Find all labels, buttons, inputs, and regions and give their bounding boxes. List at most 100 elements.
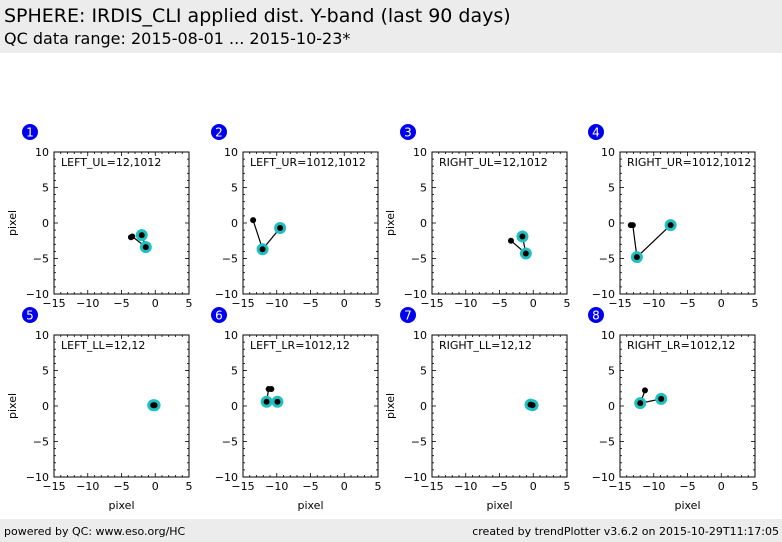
x-tick-label: 5	[186, 297, 193, 310]
y-tick-label: 5	[608, 182, 615, 195]
x-tick-label: −5	[302, 480, 318, 493]
y-tick-label: 5	[231, 365, 238, 378]
panel-label: LEFT_UL=12,1012	[61, 156, 161, 169]
panel-badge-number: 1	[26, 126, 34, 140]
panel-badge	[22, 124, 38, 140]
data-point	[629, 222, 636, 229]
data-point	[641, 387, 648, 394]
x-tick-label: −15	[420, 297, 443, 310]
data-point	[274, 398, 281, 405]
y-tick-label: 10	[413, 146, 427, 159]
x-axis-label: pixel	[486, 499, 512, 512]
footer-powered-by: powered by QC: www.eso.org/HC	[4, 525, 186, 538]
y-tick-label: −10	[404, 471, 427, 484]
y-tick-label: 0	[420, 400, 427, 413]
data-point	[259, 246, 266, 253]
x-tick-label: −15	[42, 480, 65, 493]
y-tick-label: −5	[411, 436, 427, 449]
x-tick-label: 0	[341, 297, 348, 310]
y-tick-label: 5	[420, 365, 427, 378]
panel-label: RIGHT_LL=12,12	[439, 339, 532, 352]
plot-panel-5: 5−15 −10 −5 0 51050−5−10pixelpixelLEFT_LL=12…	[6, 307, 193, 512]
footer: powered by QC: www.eso.org/HC created by…	[0, 519, 782, 542]
y-tick-label: 10	[224, 146, 238, 159]
x-tick-label: 5	[564, 480, 571, 493]
panel-badge	[400, 307, 416, 323]
y-tick-label: −5	[599, 253, 615, 266]
y-axis-label: pixel	[384, 393, 397, 419]
plot-panel-7: 7−15 −10 −5 0 51050−5−10pixelpixelRIGHT_LL=1…	[384, 307, 571, 512]
header: SPHERE: IRDIS_CLI applied dist. Y-band (…	[0, 0, 782, 53]
x-tick-label: −5	[113, 297, 129, 310]
y-tick-label: 5	[420, 182, 427, 195]
x-tick-label: −10	[76, 480, 99, 493]
x-tick-label: 5	[375, 297, 382, 310]
y-tick-label: 10	[35, 329, 49, 342]
panel-label: RIGHT_UL=12,1012	[439, 156, 548, 169]
y-tick-label: 0	[608, 400, 615, 413]
x-tick-label: −5	[491, 297, 507, 310]
panel-badge	[588, 124, 604, 140]
panel-badge	[588, 307, 604, 323]
x-tick-label: 0	[530, 297, 537, 310]
y-tick-label: −5	[33, 253, 49, 266]
x-tick-label: −5	[113, 480, 129, 493]
panel-label: LEFT_LR=1012,12	[250, 339, 350, 352]
y-tick-label: 10	[601, 146, 615, 159]
y-tick-label: −5	[222, 253, 238, 266]
data-point	[667, 222, 674, 229]
panel-badge-number: 4	[592, 126, 600, 140]
x-tick-label: −15	[420, 480, 443, 493]
y-tick-label: 0	[231, 400, 238, 413]
x-tick-label: −15	[231, 480, 254, 493]
panel-badge	[22, 307, 38, 323]
data-point	[142, 244, 149, 251]
panel-badge	[211, 124, 227, 140]
data-point	[138, 232, 145, 239]
y-tick-label: −10	[26, 288, 49, 301]
panel-label: RIGHT_UR=1012,1012	[627, 156, 751, 169]
x-tick-label: 5	[564, 297, 571, 310]
x-tick-label: −10	[265, 297, 288, 310]
axes-frame	[619, 151, 756, 295]
y-tick-label: −5	[222, 436, 238, 449]
data-point	[277, 224, 284, 231]
x-tick-label: −10	[642, 297, 665, 310]
panel-badge	[211, 307, 227, 323]
panel-badge-number: 6	[215, 309, 223, 323]
data-point	[637, 400, 644, 407]
x-tick-label: −15	[42, 297, 65, 310]
y-axis-label: pixel	[6, 393, 19, 419]
y-tick-label: −10	[215, 471, 238, 484]
page-title: SPHERE: IRDIS_CLI applied dist. Y-band (…	[4, 5, 511, 27]
y-axis-label: pixel	[384, 210, 397, 236]
x-tick-label: 0	[718, 480, 725, 493]
y-tick-label: 10	[413, 329, 427, 342]
x-tick-label: 5	[186, 480, 193, 493]
x-tick-label: −10	[454, 297, 477, 310]
y-tick-label: 0	[608, 217, 615, 230]
data-point	[151, 402, 158, 409]
panel-label: LEFT_UR=1012,1012	[250, 156, 366, 169]
footer-created-by: created by trendPlotter v3.6.2 on 2015-1…	[472, 525, 779, 538]
axes-frame	[431, 334, 568, 478]
y-tick-label: −10	[592, 471, 615, 484]
data-point	[250, 217, 257, 224]
x-tick-label: 0	[718, 297, 725, 310]
y-tick-label: −10	[215, 288, 238, 301]
y-tick-label: 10	[35, 146, 49, 159]
panel-label: RIGHT_LR=1012,12	[627, 339, 735, 352]
y-tick-label: 0	[42, 400, 49, 413]
y-tick-label: 0	[231, 217, 238, 230]
x-tick-label: −10	[642, 480, 665, 493]
y-tick-label: −5	[599, 436, 615, 449]
y-tick-label: −10	[404, 288, 427, 301]
plot-panel-8: 8−15 −10 −5 0 51050−5−10pixelRIGHT_LR=1012,1…	[588, 307, 759, 512]
y-tick-label: −10	[26, 471, 49, 484]
panel-label: LEFT_LL=12,12	[61, 339, 145, 352]
x-tick-label: −5	[491, 480, 507, 493]
y-tick-label: 5	[42, 365, 49, 378]
